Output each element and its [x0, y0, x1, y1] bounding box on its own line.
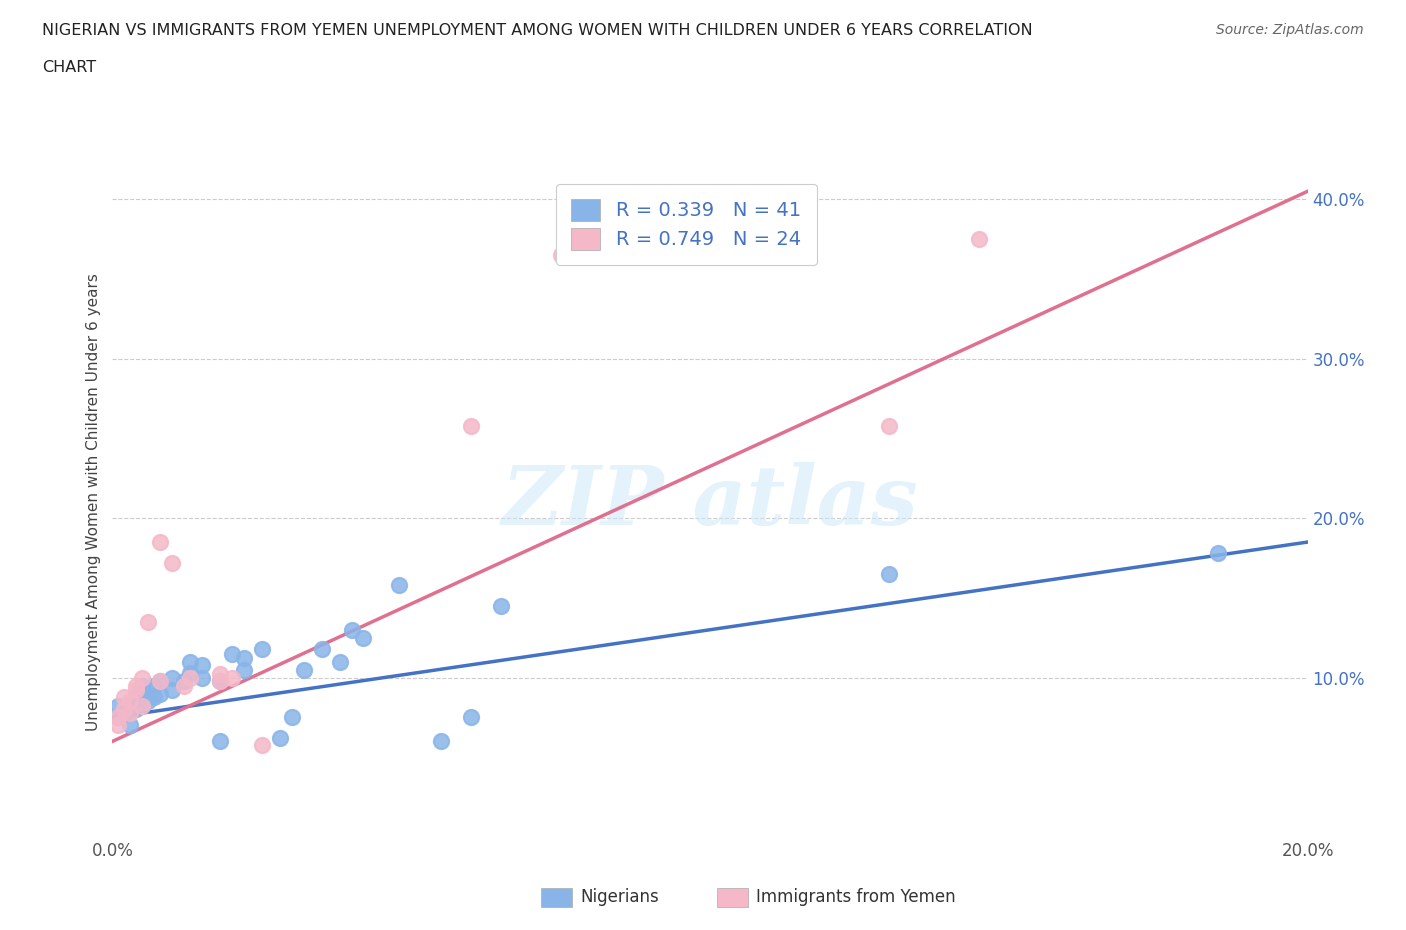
Point	[120, 705, 142, 720]
Point	[191, 671, 214, 685]
Point	[131, 698, 153, 713]
Point	[269, 731, 291, 746]
Point	[114, 689, 135, 704]
Point	[191, 658, 214, 672]
Point	[114, 702, 135, 717]
Point	[208, 673, 231, 688]
Point	[107, 710, 129, 724]
Point	[114, 705, 135, 720]
Point	[149, 686, 172, 701]
Point	[125, 683, 148, 698]
Point	[460, 418, 482, 433]
Point	[120, 698, 142, 712]
Point	[232, 662, 256, 677]
Point	[149, 673, 172, 688]
Legend: R = 0.339   N = 41, R = 0.749   N = 24: R = 0.339 N = 41, R = 0.749 N = 24	[555, 184, 817, 265]
Point	[138, 694, 160, 709]
Point	[143, 689, 166, 704]
Point	[388, 578, 411, 592]
Point	[877, 418, 901, 433]
Text: Source: ZipAtlas.com: Source: ZipAtlas.com	[1216, 23, 1364, 37]
Point	[311, 642, 333, 657]
Point	[173, 673, 195, 688]
Point	[107, 710, 129, 724]
Point	[131, 686, 153, 701]
Point	[125, 689, 148, 704]
Point	[489, 598, 512, 613]
Point	[328, 654, 352, 669]
Point	[1206, 546, 1229, 561]
Point	[179, 654, 201, 669]
Point	[250, 642, 273, 657]
Point	[221, 671, 243, 685]
Point	[131, 671, 153, 685]
Point	[138, 683, 160, 698]
Point	[107, 718, 129, 733]
Point	[460, 710, 482, 724]
Text: CHART: CHART	[42, 60, 96, 75]
Point	[162, 555, 183, 570]
Point	[107, 698, 129, 713]
Point	[221, 646, 243, 661]
Text: NIGERIAN VS IMMIGRANTS FROM YEMEN UNEMPLOYMENT AMONG WOMEN WITH CHILDREN UNDER 6: NIGERIAN VS IMMIGRANTS FROM YEMEN UNEMPL…	[42, 23, 1033, 38]
Point	[340, 622, 363, 637]
Point	[120, 718, 142, 733]
Point	[138, 615, 160, 630]
Point	[550, 247, 572, 262]
Point	[149, 535, 172, 550]
Text: Nigerians: Nigerians	[581, 888, 659, 907]
Point	[179, 665, 201, 680]
Point	[281, 710, 304, 724]
Point	[173, 678, 195, 693]
Point	[232, 651, 256, 666]
Point	[125, 678, 148, 693]
Point	[125, 702, 148, 717]
Point	[877, 566, 901, 581]
Point	[292, 662, 315, 677]
Point	[430, 734, 453, 749]
Point	[208, 734, 231, 749]
Point	[208, 667, 231, 682]
Text: ZIP atlas: ZIP atlas	[502, 462, 918, 542]
Y-axis label: Unemployment Among Women with Children Under 6 years: Unemployment Among Women with Children U…	[86, 273, 101, 731]
Point	[120, 694, 142, 709]
Text: Immigrants from Yemen: Immigrants from Yemen	[756, 888, 956, 907]
Point	[149, 673, 172, 688]
Point	[250, 737, 273, 752]
Point	[179, 671, 201, 685]
Point	[162, 671, 183, 685]
Point	[352, 631, 374, 645]
Point	[162, 683, 183, 698]
Point	[967, 232, 990, 246]
Point	[143, 678, 166, 693]
Point	[131, 678, 153, 693]
Point	[208, 673, 231, 688]
